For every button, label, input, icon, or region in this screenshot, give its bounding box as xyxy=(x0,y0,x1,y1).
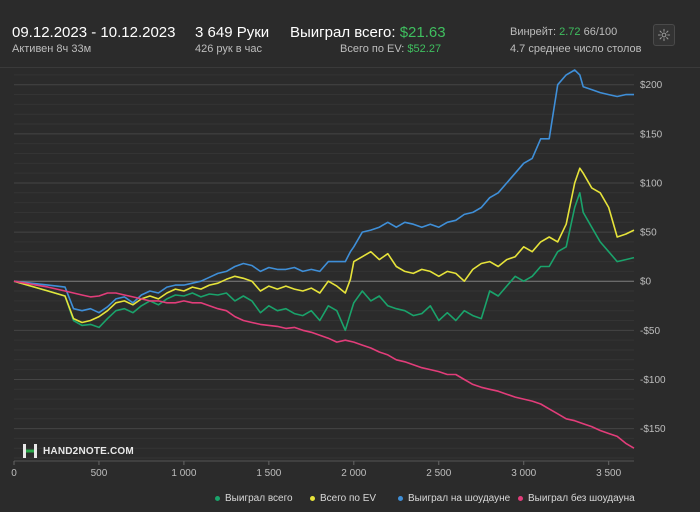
ev-total: Всего по EV: $52.27 xyxy=(340,43,441,55)
active-time: Активен 8ч 33м xyxy=(12,43,92,55)
y-tick-label: -$50 xyxy=(640,326,660,337)
date-range: 09.12.2023 - 10.12.2023 xyxy=(12,24,176,41)
x-tick-label: 0 xyxy=(11,468,17,479)
y-tick-label: -$100 xyxy=(640,375,666,386)
series-line-0 xyxy=(13,192,635,332)
avg-tables: 4.7 среднее число столов xyxy=(510,43,642,55)
settings-button[interactable] xyxy=(653,24,675,46)
y-tick-label: -$150 xyxy=(640,424,666,435)
y-tick-label: $100 xyxy=(640,178,663,189)
legend-label: Выиграл на шоудауне xyxy=(408,493,511,504)
ev-total-value: $52.27 xyxy=(407,43,442,55)
x-tick-label: 1 500 xyxy=(256,468,281,479)
legend-label: Выиграл всего xyxy=(225,493,293,504)
won-total-label: Выиграл всего: xyxy=(290,24,396,41)
legend-dot xyxy=(215,496,220,501)
header-separator xyxy=(0,67,700,68)
y-tick-label: $200 xyxy=(640,80,663,91)
hand2note-logo: HAND2NOTE.COM xyxy=(22,443,134,459)
winrate-suffix: 66/100 xyxy=(583,26,618,38)
x-tick-label: 1 000 xyxy=(171,468,196,479)
x-tick-label: 2 000 xyxy=(341,468,366,479)
legend-item-won-total[interactable]: Выиграл всего xyxy=(215,493,293,504)
legend-label: Всего по EV xyxy=(320,493,377,504)
y-tick-label: $50 xyxy=(640,228,657,239)
gear-icon xyxy=(657,28,671,42)
legend-dot xyxy=(398,496,403,501)
y-tick-label: $150 xyxy=(640,129,663,140)
legend-item-won-showdown[interactable]: Выиграл на шоудауне xyxy=(398,493,510,504)
x-tick-label: 2 500 xyxy=(426,468,451,479)
hand2note-logo-icon xyxy=(23,444,37,458)
ev-total-label: Всего по EV: xyxy=(340,43,405,55)
x-tick-label: 500 xyxy=(91,468,108,479)
x-tick-label: 3 000 xyxy=(511,468,536,479)
won-total-value: $21.63 xyxy=(399,24,446,41)
winrate-label: Винрейт: xyxy=(510,26,557,38)
legend-dot xyxy=(518,496,523,501)
hands-per-hour: 426 рук в час xyxy=(195,43,263,55)
legend: Выиграл всего Всего по EV Выиграл на шоу… xyxy=(0,493,700,507)
series-line-3 xyxy=(13,280,635,449)
series-line-1 xyxy=(13,167,635,324)
legend-label: Выиграл без шоудауна xyxy=(528,493,635,504)
hand2note-logo-text: HAND2NOTE.COM xyxy=(43,445,134,457)
legend-item-ev-total[interactable]: Всего по EV xyxy=(310,493,376,504)
series-line-2 xyxy=(13,69,634,314)
winrate: Винрейт: 2.72 66/100 xyxy=(510,26,617,38)
winrate-value: 2.72 xyxy=(559,26,581,38)
x-tick-label: 3 500 xyxy=(596,468,621,479)
legend-item-won-non-showdown[interactable]: Выиграл без шоудауна xyxy=(518,493,635,504)
hands-count: 3 649 Руки xyxy=(195,24,270,41)
graph-panel: 09.12.2023 - 10.12.2023 Активен 8ч 33м 3… xyxy=(0,0,700,512)
profit-chart: $200 $150 $100 $50 $0 -$50 -$100 -$150 0 500 1 00… xyxy=(11,69,666,479)
legend-dot xyxy=(310,496,315,501)
y-tick-label: $0 xyxy=(640,277,652,288)
won-total: Выиграл всего: $21.63 xyxy=(290,24,446,41)
